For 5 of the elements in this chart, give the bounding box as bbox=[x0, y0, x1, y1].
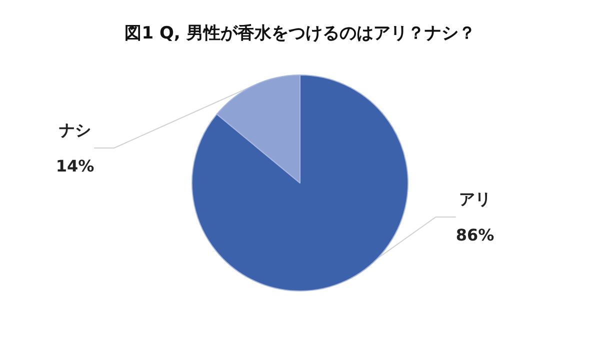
slice-label: アリ bbox=[459, 190, 491, 208]
data-label: 86% bbox=[456, 226, 494, 244]
data-label: 14% bbox=[56, 156, 94, 176]
chart-title: 図1 Q, 男性が香水をつけるのはアリ？ナシ？ bbox=[124, 24, 476, 44]
slice-label: ナシ bbox=[59, 120, 91, 140]
